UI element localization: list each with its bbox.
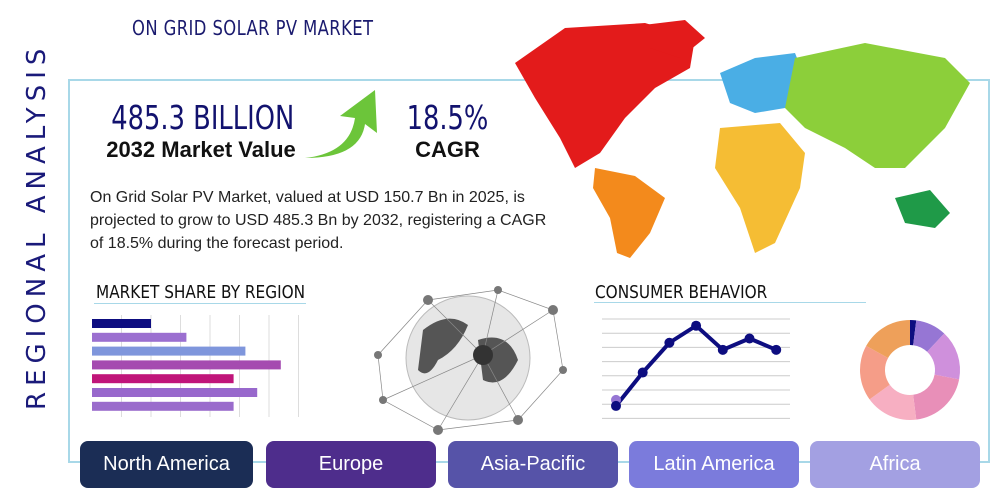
market-value: 485.3 BILLION	[111, 98, 295, 137]
side-title: REGIONAL ANALYSIS	[22, 42, 52, 410]
bar	[92, 401, 234, 411]
market-share-heading: MARKET SHARE BY REGION	[96, 282, 306, 303]
donut-slice	[910, 320, 917, 346]
network-globe	[374, 286, 567, 435]
region-button-north-america[interactable]: North America	[80, 441, 253, 488]
region-button-africa[interactable]: Africa	[810, 441, 980, 488]
map-africa	[715, 123, 805, 253]
growth-arrow-icon	[305, 90, 377, 158]
bar	[92, 319, 151, 328]
data-point	[744, 333, 755, 344]
divider	[594, 302, 866, 303]
region-button-europe[interactable]: Europe	[266, 441, 436, 488]
cagr-value: 18.5%	[406, 98, 489, 137]
data-point	[637, 367, 648, 378]
map-oceania	[895, 190, 950, 228]
data-point	[691, 320, 702, 331]
market-share-bar-chart	[92, 315, 299, 417]
description: On Grid Solar PV Market, valued at USD 1…	[90, 189, 547, 252]
consumer-line-chart	[602, 318, 790, 419]
data-point	[771, 344, 782, 355]
bar	[92, 374, 234, 384]
map-asia	[785, 43, 970, 168]
donut-slice	[913, 374, 960, 420]
donut-slice	[913, 320, 945, 352]
map-europe	[720, 53, 805, 113]
region-button-latin-america[interactable]: Latin America	[629, 441, 799, 488]
bar	[92, 388, 258, 397]
region-button-asia-pacific[interactable]: Asia-Pacific	[448, 441, 618, 488]
data-point	[717, 344, 728, 355]
donut-slice	[866, 320, 910, 358]
page-title: ON GRID SOLAR PV MARKET	[132, 16, 374, 40]
data-point	[664, 337, 675, 348]
map-south-america	[593, 168, 665, 258]
consumer-donut-chart	[860, 320, 960, 420]
world-map	[515, 20, 970, 258]
bar	[92, 346, 246, 356]
bar	[92, 360, 281, 370]
cagr-label: CAGR	[415, 137, 480, 162]
map-greenland	[635, 20, 705, 58]
divider	[94, 303, 306, 304]
donut-slice	[927, 333, 960, 380]
consumer-behavior-heading: CONSUMER BEHAVIOR	[595, 282, 768, 303]
market-value-label: 2032 Market Value	[106, 137, 296, 162]
donut-slice	[860, 345, 890, 400]
data-point	[611, 400, 621, 411]
bar	[92, 332, 187, 342]
donut-slice	[869, 384, 917, 420]
map-north-america	[515, 23, 695, 168]
